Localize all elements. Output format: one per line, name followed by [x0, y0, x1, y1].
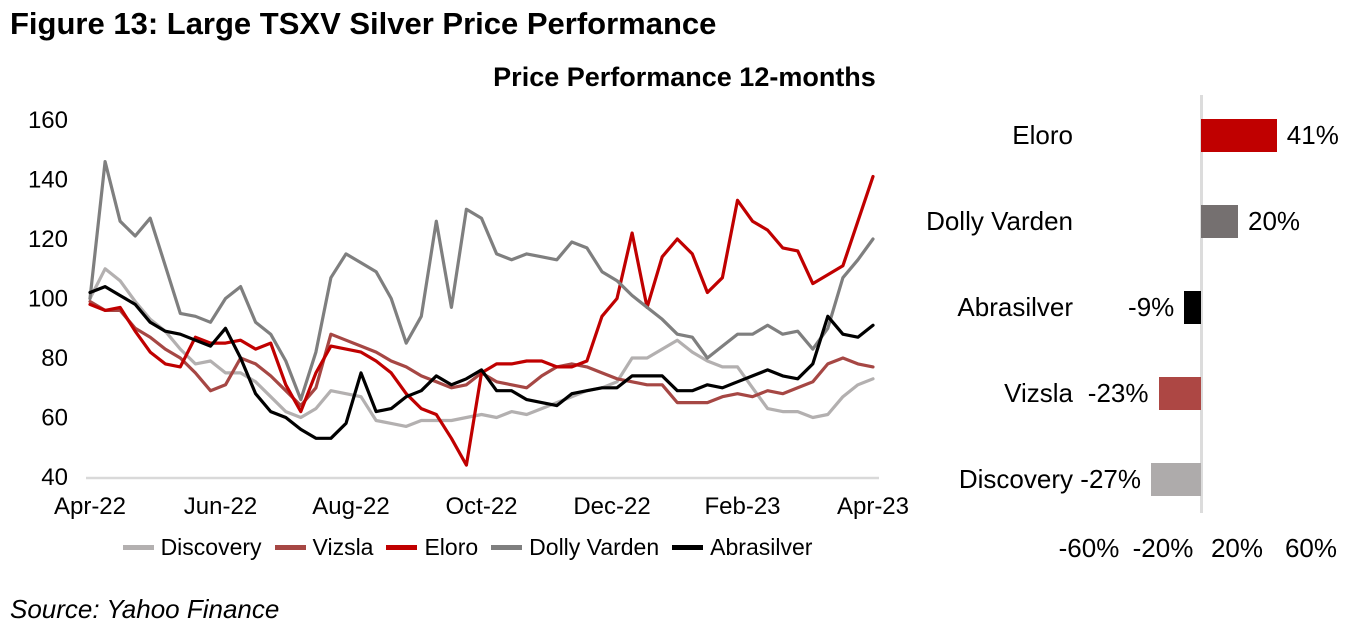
- legend-label-eloro: Eloro: [424, 534, 479, 560]
- chart-title: Price Performance 12-months: [493, 62, 876, 92]
- x-tick-label: Apr-23: [837, 493, 909, 520]
- x-tick-label: Oct-22: [445, 493, 517, 520]
- x-tick-label: Aug-22: [312, 493, 389, 520]
- x-tick-label: Jun-22: [184, 493, 257, 520]
- bar-category-label-discovery: Discovery: [958, 464, 1073, 494]
- series-line-discovery: [88, 267, 875, 428]
- legend-swatch-eloro: [386, 545, 418, 550]
- x-tick-label: Dec-22: [573, 493, 650, 520]
- legend-label-vizsla: Vizsla: [312, 534, 374, 560]
- bar-value-label-abrasilver: -9%: [1128, 292, 1175, 322]
- bar-abrasilver: [1184, 291, 1201, 324]
- y-tick-label: 120: [28, 226, 68, 253]
- source-note: Source: Yahoo Finance: [10, 594, 280, 624]
- legend-swatch-vizsla: [274, 545, 306, 550]
- bar-x-tick-label: -60%: [1058, 533, 1120, 563]
- y-tick-label: 160: [28, 107, 68, 134]
- legend-item-eloro: Eloro: [386, 534, 478, 561]
- chart-legend: Discovery Vizsla Eloro Dolly Varden Abra…: [0, 534, 935, 561]
- series-line-dolly-varden: [88, 159, 875, 402]
- x-tick-label: Apr-22: [54, 493, 126, 520]
- bar-vizsla: [1158, 377, 1202, 410]
- bar-value-label-eloro: 41%: [1286, 120, 1339, 150]
- series-line-eloro: [88, 174, 875, 467]
- bar-x-tick-label: 20%: [1210, 533, 1264, 563]
- y-tick-label: 40: [41, 464, 68, 491]
- bar-value-label-dolly-varden: 20%: [1248, 206, 1301, 236]
- bar-category-label-abrasilver: Abrasilver: [957, 292, 1073, 322]
- bar-value-label-vizsla: -23%: [1087, 378, 1149, 408]
- bar-x-tick-label: -20%: [1132, 533, 1194, 563]
- bar-eloro: [1201, 119, 1277, 152]
- legend-item-abrasilver: Abrasilver: [672, 534, 812, 561]
- legend-label-abrasilver: Abrasilver: [710, 534, 813, 560]
- legend-label-discovery: Discovery: [160, 534, 262, 560]
- legend-swatch-discovery: [122, 545, 154, 550]
- price-line-chart: 40 60 80 100 120 140 160 Apr-22 Jun-22 Aug-22 Oct-…: [28, 107, 909, 520]
- y-tick-label: 80: [41, 345, 68, 372]
- bar-chart-axis-line: [1200, 95, 1203, 513]
- bar-x-tick-label: 60%: [1284, 533, 1338, 563]
- bar-value-label-discovery: -27%: [1080, 464, 1141, 494]
- legend-swatch-abrasilver: [672, 545, 704, 550]
- bar-category-label-eloro: Eloro: [1012, 120, 1073, 150]
- bar-discovery: [1151, 463, 1201, 496]
- bar-dolly-varden: [1201, 205, 1238, 238]
- legend-swatch-dolly-varden: [491, 545, 523, 550]
- bar-category-label-dolly-varden: Dolly Varden: [926, 206, 1073, 236]
- legend-label-dolly-varden: Dolly Varden: [529, 534, 660, 560]
- figure-title: Figure 13: Large TSXV Silver Price Perfo…: [10, 6, 717, 41]
- y-tick-label: 140: [28, 167, 68, 194]
- series-line-abrasilver: [88, 285, 875, 440]
- x-tick-label: Feb-23: [704, 493, 780, 520]
- y-tick-label: 60: [41, 405, 68, 432]
- bar-category-label-vizsla: Vizsla: [1004, 378, 1073, 408]
- y-tick-label: 100: [28, 286, 68, 313]
- legend-item-vizsla: Vizsla: [274, 534, 374, 561]
- legend-item-dolly-varden: Dolly Varden: [491, 534, 659, 561]
- legend-item-discovery: Discovery: [122, 534, 262, 561]
